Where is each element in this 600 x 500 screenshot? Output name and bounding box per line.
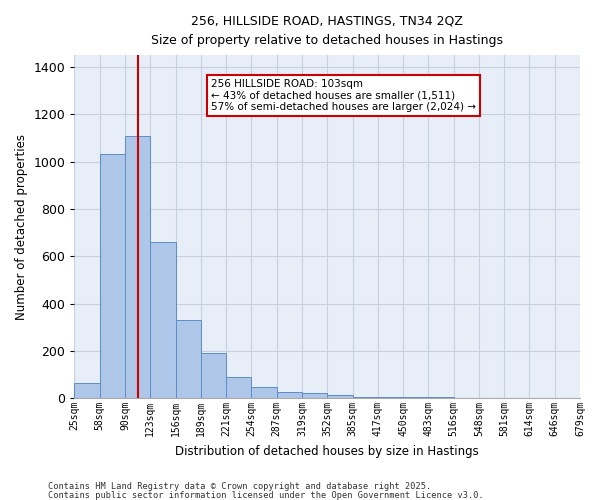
Bar <box>150 242 176 398</box>
Bar <box>100 154 125 398</box>
Bar <box>353 397 378 398</box>
Bar <box>226 378 251 398</box>
Text: Contains HM Land Registry data © Crown copyright and database right 2025.: Contains HM Land Registry data © Crown c… <box>48 482 431 491</box>
Bar <box>125 136 150 398</box>
Bar <box>74 383 100 398</box>
Bar <box>327 395 353 398</box>
Y-axis label: Number of detached properties: Number of detached properties <box>15 134 28 320</box>
Bar <box>378 397 403 398</box>
Title: 256, HILLSIDE ROAD, HASTINGS, TN34 2QZ
Size of property relative to detached hou: 256, HILLSIDE ROAD, HASTINGS, TN34 2QZ S… <box>151 15 503 47</box>
Bar <box>251 387 277 398</box>
Bar <box>277 392 302 398</box>
Bar <box>302 394 327 398</box>
Bar <box>176 320 201 398</box>
Text: Contains public sector information licensed under the Open Government Licence v3: Contains public sector information licen… <box>48 490 484 500</box>
X-axis label: Distribution of detached houses by size in Hastings: Distribution of detached houses by size … <box>175 444 479 458</box>
Text: 256 HILLSIDE ROAD: 103sqm
← 43% of detached houses are smaller (1,511)
57% of se: 256 HILLSIDE ROAD: 103sqm ← 43% of detac… <box>211 79 476 112</box>
Bar <box>201 352 226 398</box>
